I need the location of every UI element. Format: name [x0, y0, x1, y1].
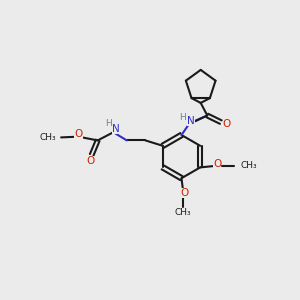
- Text: CH₃: CH₃: [240, 161, 257, 170]
- Text: N: N: [187, 116, 195, 126]
- Text: O: O: [180, 188, 189, 198]
- Text: H: H: [179, 113, 186, 122]
- Text: O: O: [86, 156, 94, 166]
- Text: O: O: [74, 129, 83, 139]
- Text: CH₃: CH₃: [39, 134, 56, 142]
- Text: H: H: [105, 119, 112, 128]
- Text: O: O: [223, 118, 231, 129]
- Text: N: N: [112, 124, 120, 134]
- Text: O: O: [213, 159, 221, 170]
- Text: CH₃: CH₃: [175, 208, 191, 217]
